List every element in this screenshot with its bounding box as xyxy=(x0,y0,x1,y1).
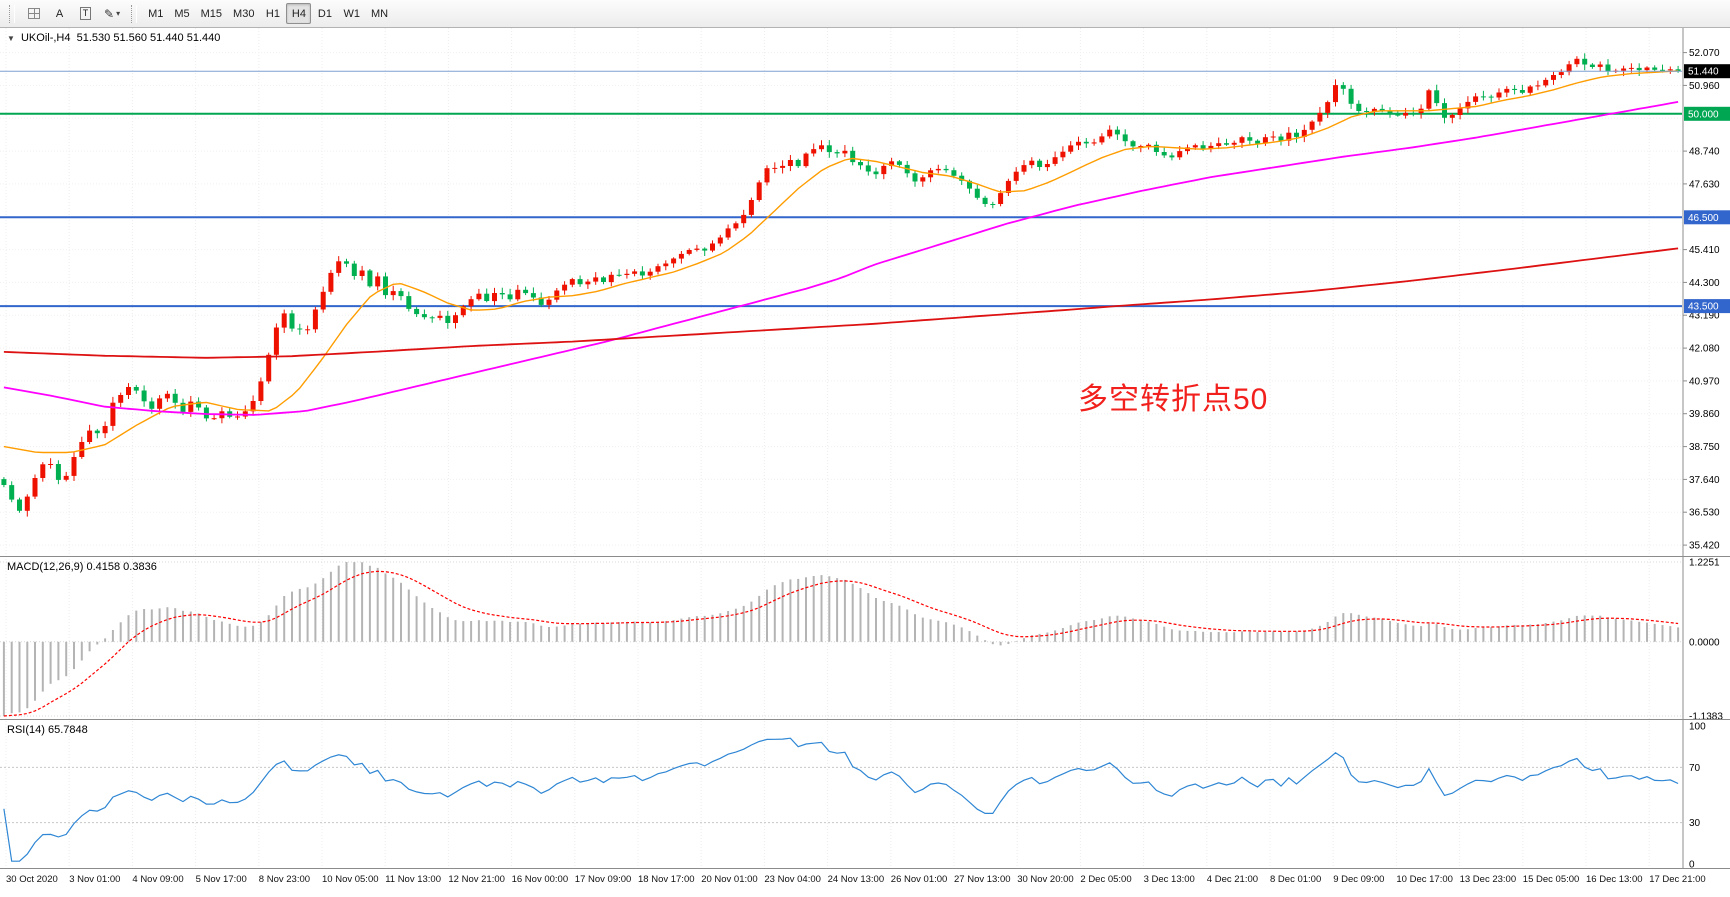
chevron-down-icon: ▾ xyxy=(116,9,121,18)
date-label: 10 Dec 17:00 xyxy=(1396,874,1453,885)
text-tool-button[interactable]: A xyxy=(47,3,72,24)
timeframe-M30[interactable]: M30 xyxy=(228,3,259,24)
price-axis[interactable]: 52.070 50.960 48.740 47.630 45.410 44.300 43.1… xyxy=(1683,48,1730,552)
svg-text:50.000: 50.000 xyxy=(1688,109,1719,120)
svg-text:46.500: 46.500 xyxy=(1688,213,1719,224)
date-label: 13 Dec 23:00 xyxy=(1460,874,1517,885)
ma-lines xyxy=(3,70,1679,454)
ohlc-values: 51.530 51.560 51.440 51.440 xyxy=(76,32,221,44)
macd-signal-line xyxy=(3,570,1679,717)
rsi-axis[interactable]: 100 70 30 0 xyxy=(1689,722,1706,871)
date-label: 30 Oct 2020 xyxy=(6,874,58,885)
toolbar-grip[interactable] xyxy=(131,4,138,23)
chart-canvas[interactable]: 52.070 50.960 48.740 47.630 45.410 44.300 43.1… xyxy=(0,28,1730,897)
candles-layer xyxy=(1,53,1681,517)
svg-text:-1.1383: -1.1383 xyxy=(1689,712,1723,723)
timeframe-M5[interactable]: M5 xyxy=(169,3,194,24)
chart-title: ▼ UKOil-,H4 51.530 51.560 51.440 51.440 xyxy=(7,32,220,44)
date-label: 24 Nov 13:00 xyxy=(828,874,885,885)
date-label: 8 Dec 01:00 xyxy=(1270,874,1321,885)
template-button[interactable] xyxy=(21,3,46,24)
date-label: 15 Dec 05:00 xyxy=(1523,874,1580,885)
timeframe-M15[interactable]: M15 xyxy=(196,3,227,24)
svg-text:0: 0 xyxy=(1689,860,1695,871)
date-label: 9 Dec 09:00 xyxy=(1333,874,1384,885)
date-label: 8 Nov 23:00 xyxy=(259,874,310,885)
price-axis-label: 37.640 xyxy=(1689,475,1720,486)
price-axis-label: 40.970 xyxy=(1689,376,1720,387)
date-label: 2 Dec 05:00 xyxy=(1080,874,1131,885)
date-label: 17 Nov 09:00 xyxy=(575,874,632,885)
svg-text:51.440: 51.440 xyxy=(1688,67,1719,78)
price-axis-label: 47.630 xyxy=(1689,179,1720,190)
svg-text:0.0000: 0.0000 xyxy=(1689,637,1720,648)
date-label: 4 Dec 21:00 xyxy=(1207,874,1258,885)
collapse-icon[interactable]: ▼ xyxy=(7,34,15,43)
date-label: 18 Nov 17:00 xyxy=(638,874,695,885)
timeframe-MN[interactable]: MN xyxy=(366,3,393,24)
date-label: 4 Nov 09:00 xyxy=(132,874,183,885)
price-axis-label: 43.190 xyxy=(1689,311,1720,322)
date-label: 20 Nov 01:00 xyxy=(701,874,758,885)
macd-axis[interactable]: 1.2251 0.0000 -1.1383 xyxy=(1689,558,1723,723)
svg-text:70: 70 xyxy=(1689,763,1701,774)
timeframe-D1[interactable]: D1 xyxy=(312,3,337,24)
textbox-icon: T xyxy=(79,7,92,20)
date-label: 16 Nov 00:00 xyxy=(512,874,569,885)
price-axis-label: 48.740 xyxy=(1689,147,1720,158)
date-label: 3 Dec 13:00 xyxy=(1144,874,1195,885)
time-axis[interactable]: 30 Oct 2020 3 Nov 01:00 4 Nov 09:00 5 Nov 1… xyxy=(6,874,1706,885)
price-axis-label: 42.080 xyxy=(1689,344,1720,355)
date-label: 16 Dec 13:00 xyxy=(1586,874,1643,885)
grid-layer xyxy=(0,28,1682,868)
macd-panel xyxy=(0,561,1682,717)
price-axis-label: 36.530 xyxy=(1689,508,1720,519)
timeframe-M1[interactable]: M1 xyxy=(143,3,168,24)
horizontal-level-lines[interactable] xyxy=(0,112,1682,308)
date-label: 17 Dec 21:00 xyxy=(1649,874,1706,885)
svg-text:100: 100 xyxy=(1689,722,1706,733)
svg-text:1.2251: 1.2251 xyxy=(1689,558,1720,569)
rsi-label: RSI(14) 65.7848 xyxy=(7,724,88,736)
grid-icon xyxy=(27,8,40,19)
price-badge xyxy=(1684,210,1730,225)
svg-text:30: 30 xyxy=(1689,818,1701,829)
date-label: 30 Nov 20:00 xyxy=(1017,874,1074,885)
price-axis-label: 45.410 xyxy=(1689,245,1720,256)
date-label: 12 Nov 21:00 xyxy=(448,874,505,885)
textbox-tool-button[interactable]: T xyxy=(73,3,98,24)
price-axis-label: 52.070 xyxy=(1689,48,1720,59)
rsi-panel xyxy=(0,737,1682,862)
price-axis-label: 50.960 xyxy=(1689,81,1720,92)
rsi-line xyxy=(3,737,1679,862)
price-axis-label: 44.300 xyxy=(1689,278,1720,289)
date-label: 5 Nov 17:00 xyxy=(196,874,247,885)
symbol-title: UKOil-,H4 xyxy=(20,32,71,44)
toolbar: A T ✎ ▾ M1 M5 M15 M30 H1 H4 D1 W1 MN xyxy=(0,0,1730,28)
date-label: 10 Nov 05:00 xyxy=(322,874,379,885)
svg-text:43.500: 43.500 xyxy=(1688,302,1719,313)
price-badge xyxy=(1684,106,1730,121)
date-label: 26 Nov 01:00 xyxy=(891,874,948,885)
date-label: 11 Nov 13:00 xyxy=(385,874,441,885)
price-axis-label: 35.420 xyxy=(1689,541,1720,552)
price-axis-label: 38.750 xyxy=(1689,442,1720,453)
timeframe-W1[interactable]: W1 xyxy=(338,3,365,24)
pen-icon: ✎ xyxy=(104,6,115,21)
price-annotation[interactable]: 多空转折点50 xyxy=(1078,383,1269,416)
macd-label: MACD(12,26,9) 0.4158 0.3836 xyxy=(7,561,157,573)
timeframe-H1[interactable]: H1 xyxy=(260,3,285,24)
timeframe-group: M1 M5 M15 M30 H1 H4 D1 W1 MN xyxy=(143,3,393,24)
date-label: 3 Nov 01:00 xyxy=(69,874,120,885)
price-badge xyxy=(1684,299,1730,314)
price-badge xyxy=(1684,64,1730,79)
pen-tool-button[interactable]: ✎ ▾ xyxy=(99,3,125,24)
date-label: 23 Nov 04:00 xyxy=(764,874,821,885)
price-axis-label: 39.860 xyxy=(1689,409,1720,420)
timeframe-H4[interactable]: H4 xyxy=(286,3,312,24)
toolbar-grip[interactable] xyxy=(9,4,15,23)
date-label: 27 Nov 13:00 xyxy=(954,874,1011,885)
